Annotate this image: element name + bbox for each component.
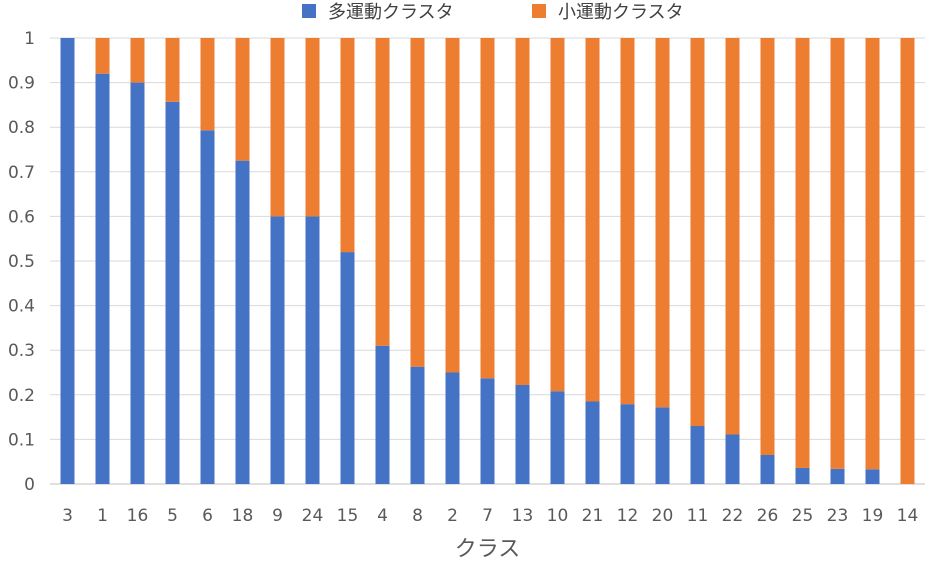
bar-segment-low-motion — [655, 38, 670, 408]
x-tick-label: 12 — [617, 506, 639, 526]
y-tick-label: 0.1 — [8, 430, 35, 450]
bar-segment-low-motion — [305, 38, 320, 217]
x-axis-title: クラス — [455, 537, 521, 562]
bar-segment-high-motion — [235, 160, 250, 484]
bar-segment-low-motion — [550, 38, 565, 392]
x-tick-label: 10 — [547, 506, 569, 526]
bar-segment-high-motion — [200, 130, 215, 484]
bar-segment-low-motion — [375, 38, 390, 346]
bar-segment-low-motion — [725, 38, 740, 435]
x-tick-label: 13 — [512, 506, 534, 526]
x-tick-label: 7 — [482, 506, 493, 526]
x-tick-label: 6 — [202, 506, 213, 526]
bar-segment-high-motion — [550, 391, 565, 484]
x-tick-label: 11 — [687, 506, 709, 526]
bar-segment-high-motion — [795, 467, 810, 484]
bar-segment-low-motion — [165, 38, 180, 102]
legend-swatch-low-motion — [532, 4, 546, 18]
legend-swatch-high-motion — [302, 4, 316, 18]
x-tick-label: 4 — [377, 506, 388, 526]
bar-segment-high-motion — [620, 404, 635, 484]
y-tick-label: 0.2 — [8, 386, 35, 406]
x-tick-label: 23 — [827, 506, 849, 526]
y-tick-label: 0.8 — [8, 118, 35, 138]
bar-segment-low-motion — [235, 38, 250, 161]
x-tick-label: 21 — [582, 506, 604, 526]
legend-label-low-motion: 小運動クラスタ — [558, 2, 684, 23]
bar-segment-low-motion — [830, 38, 845, 469]
bar-segment-high-motion — [95, 73, 110, 485]
bar-segment-high-motion — [340, 252, 355, 484]
legend-label-high-motion: 多運動クラスタ — [328, 2, 454, 23]
bar-segment-low-motion — [410, 38, 425, 367]
x-tick-label: 25 — [792, 506, 814, 526]
x-tick-label: 24 — [302, 506, 324, 526]
bar-segment-low-motion — [480, 38, 495, 379]
y-tick-label: 0.3 — [8, 341, 35, 361]
x-axis-ticks: 3 1 16 5 6 18 9 24 15 4 8 2 7 13 10 21 12 20 11 22 26 25 23 19 1… — [62, 506, 918, 526]
x-tick-label: 5 — [167, 506, 178, 526]
bar-segment-low-motion — [340, 38, 355, 253]
bar-segment-low-motion — [620, 38, 635, 405]
bar-segment-low-motion — [445, 38, 460, 373]
bars — [60, 38, 915, 485]
bar-segment-high-motion — [375, 345, 390, 484]
y-tick-label: 0.6 — [8, 207, 35, 227]
x-tick-label: 22 — [722, 506, 744, 526]
bar-segment-low-motion — [95, 38, 110, 74]
y-tick-label: 0.9 — [8, 74, 35, 94]
x-tick-label: 19 — [862, 506, 884, 526]
x-tick-label: 9 — [272, 506, 283, 526]
bar-segment-high-motion — [760, 455, 775, 484]
bar-segment-low-motion — [585, 38, 600, 402]
bar-segment-high-motion — [130, 82, 145, 484]
y-tick-label: 0 — [24, 475, 35, 495]
bar-segment-high-motion — [830, 468, 845, 484]
x-tick-label: 8 — [412, 506, 423, 526]
x-tick-label: 14 — [897, 506, 919, 526]
bar-segment-low-motion — [900, 38, 915, 484]
bar-segment-high-motion — [445, 372, 460, 484]
bar-segment-high-motion — [410, 366, 425, 484]
legend: 多運動クラスタ 小運動クラスタ — [302, 2, 684, 23]
bar-segment-low-motion — [865, 38, 880, 470]
bar-segment-low-motion — [690, 38, 705, 427]
bar-segment-low-motion — [760, 38, 775, 456]
bar-segment-high-motion — [165, 101, 180, 484]
x-tick-label: 26 — [757, 506, 779, 526]
x-tick-label: 20 — [652, 506, 674, 526]
x-tick-label: 18 — [232, 506, 254, 526]
y-tick-label: 0.5 — [8, 252, 35, 272]
y-axis-ticks: 0 0.1 0.2 0.3 0.4 0.5 0.6 0.7 0.8 0.9 1 — [8, 29, 35, 495]
bar-segment-high-motion — [585, 401, 600, 484]
x-tick-label: 15 — [337, 506, 359, 526]
bar-segment-low-motion — [270, 38, 285, 217]
bar-segment-high-motion — [270, 216, 285, 484]
bar-segment-low-motion — [795, 38, 810, 468]
bar-segment-high-motion — [690, 426, 705, 484]
bar-segment-high-motion — [480, 378, 495, 484]
bar-segment-high-motion — [865, 469, 880, 484]
bar-segment-high-motion — [305, 216, 320, 484]
x-tick-label: 3 — [62, 506, 73, 526]
x-tick-label: 1 — [97, 506, 108, 526]
y-tick-label: 0.4 — [8, 297, 35, 317]
bar-segment-low-motion — [200, 38, 215, 131]
bar-segment-low-motion — [130, 38, 145, 83]
bar-segment-high-motion — [725, 434, 740, 484]
bar-segment-high-motion — [515, 384, 530, 484]
x-tick-label: 16 — [127, 506, 149, 526]
bar-segment-high-motion — [655, 407, 670, 484]
bar-segment-high-motion — [60, 38, 75, 484]
y-tick-label: 1 — [24, 29, 35, 49]
bar-segment-low-motion — [515, 38, 530, 385]
y-tick-label: 0.7 — [8, 163, 35, 183]
x-tick-label: 2 — [447, 506, 458, 526]
